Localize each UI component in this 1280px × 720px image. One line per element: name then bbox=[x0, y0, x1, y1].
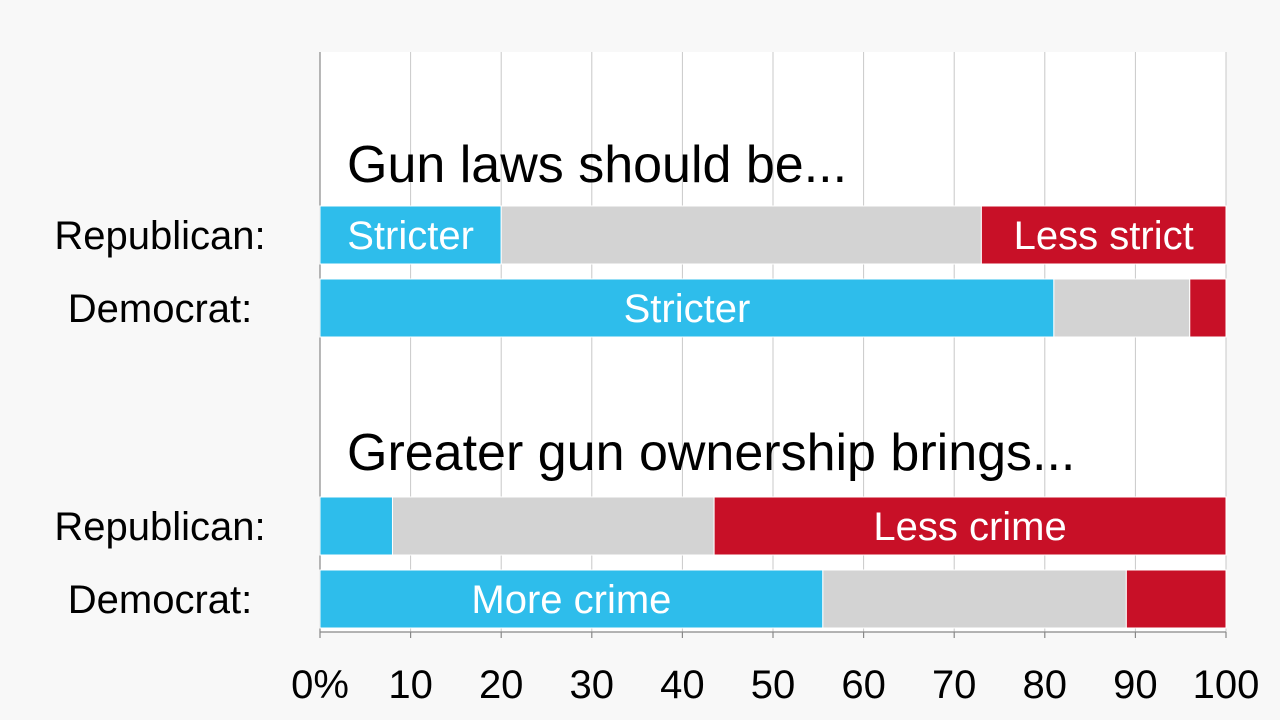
bar-segment-less bbox=[713, 496, 1227, 556]
bar-segment-less bbox=[1125, 569, 1227, 629]
x-tick-label: 50 bbox=[751, 663, 796, 707]
bar-segment-neutral bbox=[391, 496, 715, 556]
bar-segment-stricter bbox=[319, 569, 824, 629]
bar-segment-neutral bbox=[500, 205, 982, 265]
x-tick-label: 70 bbox=[932, 663, 977, 707]
bar-segment-neutral bbox=[1053, 278, 1191, 338]
axis-layer: 0% 10 20 30 40 50 60 70 80 90 100 bbox=[291, 631, 1260, 707]
x-tick-label: 0% bbox=[291, 663, 349, 707]
bar-segment-neutral bbox=[822, 569, 1127, 629]
row-label: Democrat: bbox=[68, 287, 253, 331]
x-tick-label: 60 bbox=[841, 663, 886, 707]
bar-segment-less bbox=[1189, 278, 1227, 338]
bars-layer bbox=[319, 205, 1227, 629]
row-label: Democrat: bbox=[68, 578, 253, 622]
group-title: Greater gun ownership brings... bbox=[347, 424, 1075, 482]
row-label: Republican: bbox=[54, 214, 265, 258]
bar-segment-label: More crime bbox=[471, 578, 671, 622]
bar-segment-label: Less crime bbox=[873, 505, 1066, 549]
bar-segment-less bbox=[980, 205, 1227, 265]
bar-segment-stricter bbox=[319, 496, 393, 556]
bar-segment-label: Stricter bbox=[347, 214, 474, 258]
x-tick-label: 10 bbox=[388, 663, 433, 707]
x-tick-label: 80 bbox=[1023, 663, 1068, 707]
bar-segment-label: Stricter bbox=[624, 287, 751, 331]
x-tick-label: 100 bbox=[1193, 663, 1260, 707]
x-tick-label: 40 bbox=[660, 663, 705, 707]
group-title: Gun laws should be... bbox=[347, 136, 847, 194]
bar-segment-label: Less strict bbox=[1014, 214, 1194, 258]
x-tick-label: 90 bbox=[1113, 663, 1158, 707]
x-tick-label: 30 bbox=[570, 663, 615, 707]
row-label: Republican: bbox=[54, 505, 265, 549]
labels-layer: Gun laws should be... Republican: Stricter… bbox=[54, 136, 1193, 622]
x-tick-label: 20 bbox=[479, 663, 524, 707]
